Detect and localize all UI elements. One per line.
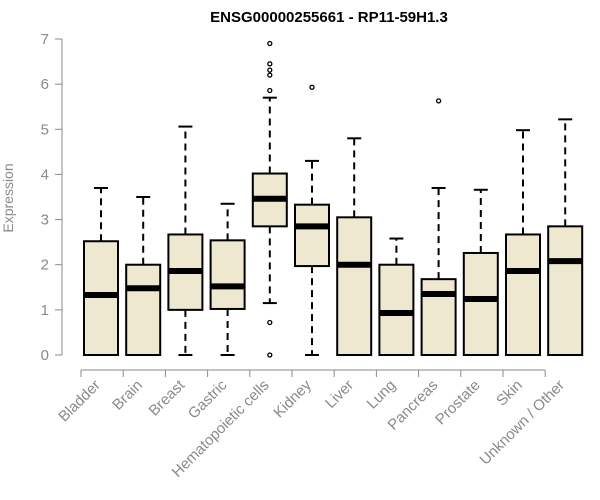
x-tick-label: Lung xyxy=(364,377,400,413)
chart-title: ENSG00000255661 - RP11-59H1.3 xyxy=(210,9,448,26)
y-tick-label: 0 xyxy=(41,347,49,364)
y-tick-label: 1 xyxy=(41,302,49,319)
box-hematopoietic-cells xyxy=(251,40,288,358)
box-liver xyxy=(336,137,373,356)
y-tick-label: 2 xyxy=(41,257,49,274)
box-brain xyxy=(125,196,162,357)
x-tick-label: Bladder xyxy=(55,377,104,426)
box-body xyxy=(209,239,246,310)
outlier-point xyxy=(435,98,442,104)
box-prostate xyxy=(462,188,499,356)
outlier-point xyxy=(309,84,315,90)
box-body xyxy=(125,263,162,357)
x-tick-label: Breast xyxy=(146,376,189,419)
y-axis: 0 1 2 3 4 5 6 7 xyxy=(41,31,63,364)
y-tick-label: 4 xyxy=(41,166,49,183)
outlier-point xyxy=(267,352,273,358)
boxes xyxy=(83,40,584,358)
box-skin xyxy=(505,129,541,356)
box-bladder xyxy=(83,186,119,357)
box-breast xyxy=(167,125,204,356)
box-body xyxy=(294,203,330,268)
y-axis-label: Expression xyxy=(0,163,16,232)
x-tick-label: Skin xyxy=(493,377,526,410)
outlier-point xyxy=(267,72,273,78)
outlier-point xyxy=(267,67,273,73)
box-lung xyxy=(378,237,415,357)
box-unknown-other xyxy=(547,118,584,356)
box-body xyxy=(505,233,541,356)
box-kidney xyxy=(294,84,330,356)
outlier-point xyxy=(267,61,273,67)
y-tick-label: 5 xyxy=(41,121,49,138)
outlier-point xyxy=(267,319,273,326)
box-gastric xyxy=(209,202,246,356)
y-tick-label: 6 xyxy=(41,76,49,93)
box-pancreas xyxy=(420,98,457,356)
x-tick-label: Liver xyxy=(322,377,357,412)
box-body xyxy=(83,240,119,357)
box-body xyxy=(378,263,415,357)
box-body xyxy=(547,225,584,356)
y-tick-label: 7 xyxy=(41,31,49,48)
x-tick-label: Prostate xyxy=(432,377,484,429)
outlier-point xyxy=(267,40,273,47)
outlier-point xyxy=(267,87,273,94)
box-body xyxy=(420,278,457,356)
box-body xyxy=(462,251,499,356)
x-tick-label: Kidney xyxy=(270,376,315,421)
box-body xyxy=(336,216,373,356)
y-tick-label: 3 xyxy=(41,212,49,229)
x-tick-label: Brain xyxy=(109,377,146,414)
